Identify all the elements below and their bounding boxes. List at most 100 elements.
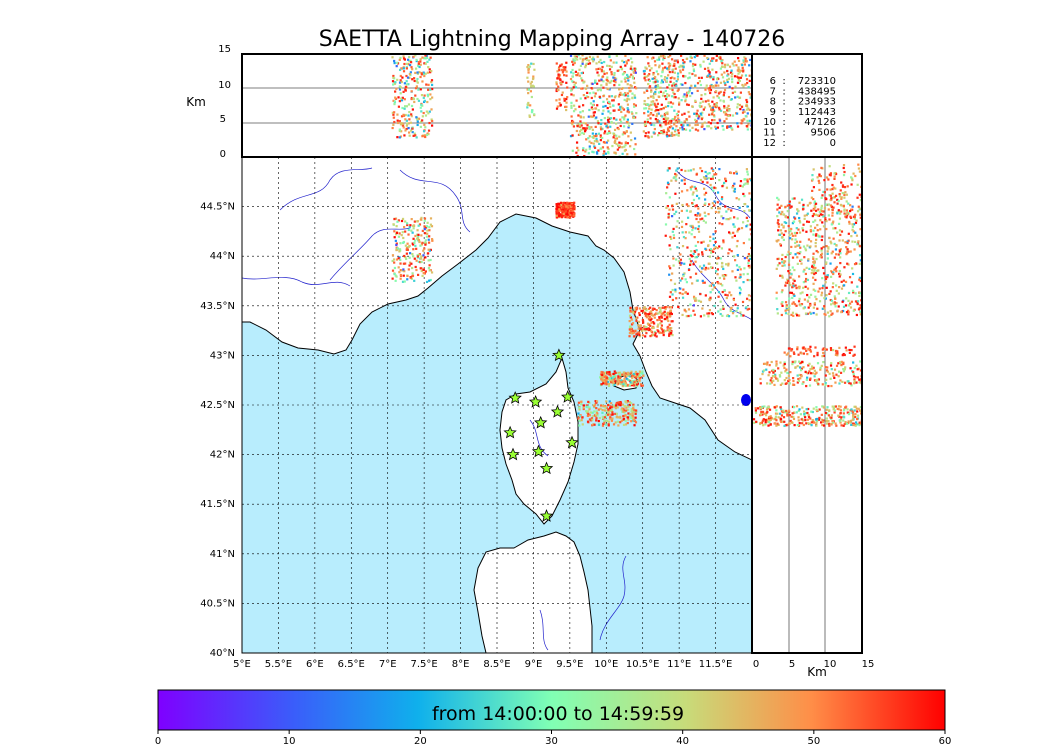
side-lightning-point: [824, 281, 827, 284]
side-lightning-point: [788, 304, 791, 307]
top-lightning-point: [613, 84, 616, 87]
side-lightning-point: [781, 289, 784, 292]
lightning-point: [415, 247, 418, 250]
side-lightning-point: [759, 382, 762, 385]
lightning-point: [702, 176, 706, 179]
top-lightning-point: [719, 67, 723, 70]
side-lightning-point: [790, 291, 794, 294]
lightning-point: [585, 404, 588, 407]
side-lightning-point: [843, 196, 846, 199]
top-lightning-point: [700, 113, 703, 117]
lightning-point: [655, 335, 658, 338]
top-lightning-point: [662, 132, 665, 135]
lightning-point: [689, 314, 692, 317]
top-lightning-point: [621, 107, 624, 110]
top-lightning-point: [682, 66, 685, 69]
top-lightning-point: [708, 113, 711, 116]
lightning-point: [694, 297, 697, 300]
top-lightning-point: [742, 85, 745, 88]
lightning-point: [604, 423, 608, 426]
side-lightning-point: [814, 209, 818, 212]
lightning-point: [679, 279, 682, 282]
top-lightning-point: [596, 120, 600, 123]
side-lightning-point: [784, 255, 787, 259]
lightning-point: [691, 282, 694, 285]
lightning-point: [426, 221, 429, 224]
top-lightning-point: [609, 81, 612, 84]
lightning-point: [718, 276, 721, 280]
top-lightning-point: [621, 146, 624, 149]
side-lightning-point: [837, 253, 840, 256]
lightning-point: [684, 310, 688, 313]
lightning-point: [644, 314, 647, 317]
top-lightning-point: [399, 74, 402, 78]
side-lightning-point: [859, 304, 862, 307]
side-lightning-point: [842, 279, 845, 282]
side-lightning-point: [835, 244, 838, 247]
lightning-point: [604, 380, 607, 383]
top-lightning-point: [413, 100, 416, 104]
lightning-point: [664, 223, 668, 226]
lightning-point: [733, 216, 736, 219]
top-lightning-point: [684, 100, 687, 103]
side-lightning-point: [806, 372, 810, 375]
lightning-point: [669, 309, 672, 312]
top-lightning-point: [528, 115, 531, 118]
side-lightning-point: [815, 269, 819, 273]
side-lightning-point: [816, 362, 820, 365]
top-lightning-point: [583, 127, 586, 130]
side-lightning-point: [824, 197, 827, 200]
side-lightning-point: [832, 282, 835, 285]
lightning-point: [721, 262, 724, 265]
station-marker: [534, 415, 548, 429]
side-lightning-point: [768, 371, 771, 374]
top-lightning-point: [666, 127, 670, 130]
lightning-point: [588, 408, 591, 411]
side-lightning-point: [828, 218, 831, 221]
top-lightning-point: [689, 60, 692, 63]
top-lightning-point: [747, 86, 750, 89]
lightning-point: [427, 238, 430, 241]
side-lightning-point: [827, 246, 830, 249]
side-lightning-point: [840, 424, 843, 427]
top-lightning-point: [711, 119, 714, 122]
lightning-point: [610, 413, 613, 416]
side-lightning-point: [858, 207, 861, 210]
side-lightning-point: [806, 287, 810, 290]
side-lightning-point: [843, 353, 846, 357]
top-lightning-point: [403, 98, 406, 101]
lightning-point: [627, 378, 630, 382]
lightning-point: [693, 313, 696, 316]
side-lightning-point: [831, 211, 834, 214]
side-lightning-point: [851, 411, 855, 414]
lightning-point: [675, 178, 678, 181]
side-lightning-point: [834, 267, 837, 270]
lightning-point: [709, 235, 712, 238]
lightning-point: [668, 334, 671, 337]
top-lightning-point: [745, 98, 748, 102]
lightning-point: [665, 192, 668, 195]
lon-tick-label: 7°E: [379, 659, 397, 670]
side-lightning-point: [786, 253, 789, 256]
lightning-point: [635, 317, 638, 320]
top-lightning-point: [651, 77, 654, 80]
top-lightning-point: [410, 61, 413, 64]
side-lightning-point: [833, 242, 836, 246]
side-lightning-point: [825, 348, 828, 351]
side-lightning-point: [783, 221, 786, 224]
lightning-point: [732, 172, 736, 175]
side-lightning-point: [762, 419, 765, 422]
side-lightning-point: [824, 275, 827, 278]
top-lightning-point: [657, 73, 660, 76]
top-lightning-point: [669, 77, 672, 80]
top-lightning-point: [527, 69, 530, 72]
top-lightning-point: [646, 120, 650, 124]
top-lightning-point: [612, 61, 615, 64]
top-lightning-point: [666, 86, 669, 89]
lightning-point: [733, 234, 736, 237]
top-lightning-point: [604, 152, 607, 155]
side-lightning-point: [791, 222, 795, 225]
side-lightning-point: [853, 345, 856, 348]
top-lightning-point: [742, 69, 745, 72]
side-lightning-point: [807, 306, 810, 309]
